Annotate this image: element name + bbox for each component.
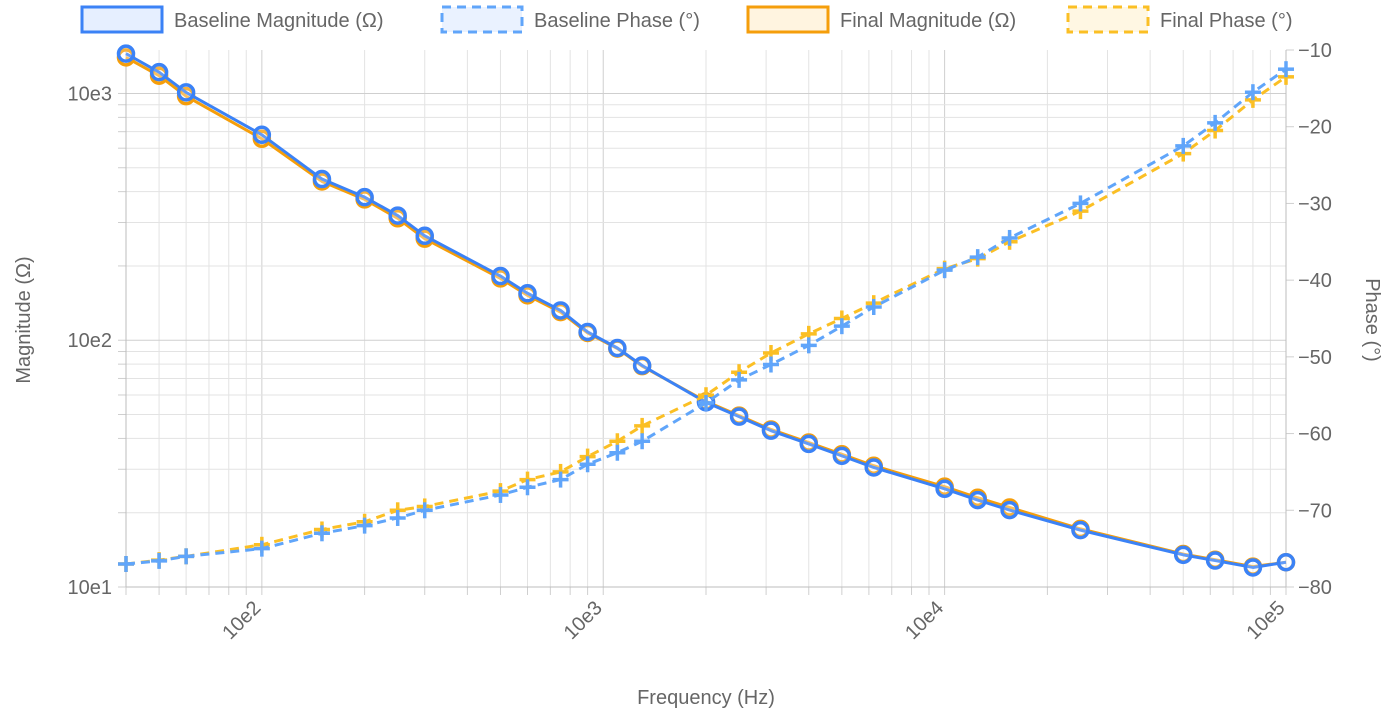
baseline-magnitude-point — [388, 206, 407, 225]
legend-label: Final Magnitude (Ω) — [840, 10, 1016, 32]
baseline-phase-point — [731, 371, 748, 388]
y-tick-label: 10e1 — [68, 577, 113, 599]
baseline-phase-point — [1207, 114, 1224, 131]
final-phase-line — [125, 75, 1287, 566]
baseline-phase-point — [1278, 61, 1294, 78]
baseline-phase-point — [118, 555, 134, 572]
baseline-phase-point — [609, 444, 626, 461]
baseline-phase-point — [936, 262, 953, 279]
baseline-phase-line — [125, 67, 1287, 566]
legend-label: Baseline Magnitude (Ω) — [174, 10, 384, 32]
baseline-magnitude-point — [415, 226, 434, 246]
grid-lines — [125, 50, 1287, 588]
x-tick-label: 10e4 — [901, 597, 948, 644]
baseline-phase-point — [356, 517, 373, 534]
x-tick-label: 10e5 — [1243, 597, 1290, 644]
baseline-magnitude-point — [518, 284, 537, 303]
baseline-magnitude-point — [729, 407, 749, 426]
y2-tick-label: −10 — [1298, 40, 1332, 62]
legend-label: Baseline Phase (°) — [534, 10, 700, 32]
baseline-magnitude-point — [832, 446, 852, 466]
baseline-magnitude-point — [1173, 545, 1193, 565]
baseline-phase-point — [253, 540, 270, 557]
legend-item[interactable]: Final Phase (°) — [1066, 5, 1293, 34]
y2-tick-label: −50 — [1298, 347, 1332, 369]
baseline-phase-point — [1001, 229, 1018, 246]
axes: 10e2 10e3 10e4 10e5 10e1 10e2 10e3 −80 −70 −60 −50… — [68, 40, 1332, 644]
legend[interactable]: Baseline Magnitude (Ω) Baseline Phase (°)… — [80, 5, 1293, 34]
baseline-phase-point — [1244, 84, 1261, 101]
baseline-magnitude-point — [968, 490, 987, 510]
x-tick-label: 10e2 — [218, 597, 265, 644]
baseline-phase-point — [800, 337, 817, 354]
baseline-magnitude-point — [116, 44, 136, 63]
baseline-magnitude-point — [312, 169, 332, 189]
legend-item[interactable]: Baseline Magnitude (Ω) — [80, 5, 384, 34]
baseline-phase-point — [1175, 137, 1192, 154]
baseline-phase-point — [969, 249, 986, 266]
baseline-magnitude-point — [149, 62, 169, 82]
baseline-magnitude-line — [125, 52, 1287, 569]
baseline-magnitude-point — [578, 322, 597, 342]
baseline-phase-point — [762, 356, 779, 373]
baseline-magnitude-point — [355, 187, 374, 207]
baseline-magnitude-point — [935, 479, 954, 499]
baseline-phase-point — [833, 318, 850, 335]
y2-tick-label: −40 — [1298, 270, 1332, 292]
baseline-phase-point — [1072, 195, 1089, 212]
baseline-phase-point — [389, 509, 406, 526]
baseline-phase-point — [865, 298, 882, 315]
baseline-magnitude-point — [1071, 520, 1090, 540]
legend-item[interactable]: Final Magnitude (Ω) — [746, 5, 1016, 34]
legend-swatch — [746, 5, 830, 34]
baseline-magnitude-point — [252, 125, 272, 145]
baseline-magnitude-point — [632, 356, 652, 375]
final-phase-point — [634, 417, 651, 434]
baseline-phase-point — [492, 486, 509, 503]
baseline-phase-point — [698, 394, 714, 411]
y2-tick-label: −20 — [1298, 117, 1332, 139]
baseline-phase-point — [313, 525, 330, 542]
legend-swatch — [80, 5, 164, 34]
baseline-phase-point — [519, 479, 536, 496]
baseline-phase-point — [552, 471, 569, 488]
baseline-magnitude-point — [491, 266, 510, 286]
y2-tick-label: −30 — [1298, 193, 1332, 215]
baseline-phase-point — [579, 456, 596, 473]
y-axis-title: Magnitude (Ω) — [13, 256, 35, 383]
y-tick-label: 10e3 — [68, 83, 113, 105]
y-tick-label: 10e2 — [68, 330, 113, 352]
y2-tick-label: −80 — [1298, 577, 1332, 599]
baseline-magnitude-point — [1205, 551, 1225, 570]
legend-swatch — [1066, 5, 1150, 34]
baseline-phase-point — [151, 552, 168, 569]
series-layer — [116, 44, 1296, 577]
baseline-magnitude-point — [864, 458, 883, 477]
baseline-magnitude-point — [176, 83, 196, 102]
baseline-phase-point — [416, 502, 433, 519]
y2-tick-label: −60 — [1298, 424, 1332, 446]
baseline-phase-point — [634, 433, 651, 450]
baseline-magnitude-point — [608, 338, 627, 358]
baseline-magnitude-point — [761, 421, 781, 440]
baseline-magnitude-point — [799, 434, 819, 454]
legend-item[interactable]: Baseline Phase (°) — [440, 5, 700, 34]
y2-tick-label: −70 — [1298, 500, 1332, 522]
y2-axis-title: Phase (°) — [1361, 278, 1383, 362]
baseline-phase-point — [178, 548, 195, 565]
x-axis-title: Frequency (Hz) — [637, 687, 775, 709]
legend-swatch — [440, 5, 524, 34]
legend-label: Final Phase (°) — [1160, 10, 1293, 32]
x-tick-label: 10e3 — [560, 597, 607, 644]
baseline-magnitude-point — [551, 301, 570, 320]
baseline-magnitude-point — [1276, 552, 1296, 572]
baseline-magnitude-point — [1243, 558, 1263, 577]
baseline-magnitude-point — [1000, 500, 1019, 520]
